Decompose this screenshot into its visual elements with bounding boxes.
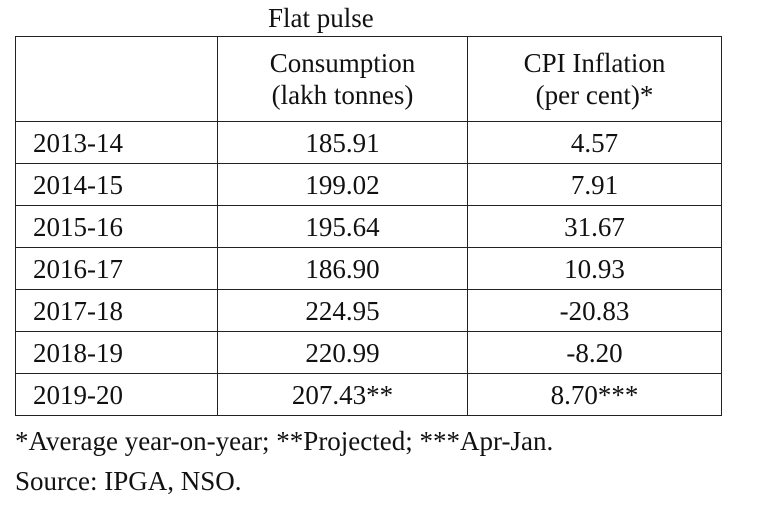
cpi-cell: 4.57 — [467, 121, 722, 164]
source-note: Source: IPGA, NSO. — [15, 466, 242, 496]
cpi-cell: 10.93 — [467, 247, 722, 290]
table-row: 2018-19 220.99 -8.20 — [15, 331, 722, 374]
header-consumption-line1: Consumption — [269, 48, 416, 78]
consumption-cell: 186.90 — [217, 247, 468, 290]
header-consumption-cell: Consumption (lakh tonnes) — [217, 36, 468, 122]
cpi-cell: -20.83 — [467, 289, 722, 332]
year-cell: 2019-20 — [15, 373, 218, 416]
consumption-cell: 207.43** — [217, 373, 468, 416]
table-row: 2015-16 195.64 31.67 — [15, 205, 722, 248]
consumption-cell: 185.91 — [217, 121, 468, 164]
header-cpi-cell: CPI Inflation (per cent)* — [467, 36, 722, 122]
header-year-cell — [15, 36, 218, 122]
year-cell: 2017-18 — [15, 289, 218, 332]
header-cpi-line1: CPI Inflation — [523, 48, 666, 78]
consumption-cell: 199.02 — [217, 163, 468, 206]
year-cell: 2015-16 — [15, 205, 218, 248]
consumption-cell: 195.64 — [217, 205, 468, 248]
year-cell: 2018-19 — [15, 331, 218, 374]
cpi-cell: 31.67 — [467, 205, 722, 248]
year-cell: 2014-15 — [15, 163, 218, 206]
footnote: *Average year-on-year; **Projected; ***A… — [15, 426, 554, 456]
consumption-cell: 224.95 — [217, 289, 468, 332]
table-row: 2014-15 199.02 7.91 — [15, 163, 722, 206]
table-row: 2016-17 186.90 10.93 — [15, 247, 722, 290]
consumption-cell: 220.99 — [217, 331, 468, 374]
table-header-row: Consumption (lakh tonnes) CPI Inflation … — [15, 36, 722, 122]
year-cell: 2016-17 — [15, 247, 218, 290]
year-cell: 2013-14 — [15, 121, 218, 164]
table-row: 2013-14 185.91 4.57 — [15, 121, 722, 164]
table-title: Flat pulse — [268, 3, 374, 33]
cpi-cell: 8.70*** — [467, 373, 722, 416]
header-consumption-line2: (lakh tonnes) — [271, 80, 414, 110]
data-table: Consumption (lakh tonnes) CPI Inflation … — [15, 36, 722, 416]
header-cpi-line2: (per cent)* — [535, 80, 654, 110]
table-row: 2017-18 224.95 -20.83 — [15, 289, 722, 332]
cpi-cell: 7.91 — [467, 163, 722, 206]
cpi-cell: -8.20 — [467, 331, 722, 374]
table-row: 2019-20 207.43** 8.70*** — [15, 373, 722, 416]
